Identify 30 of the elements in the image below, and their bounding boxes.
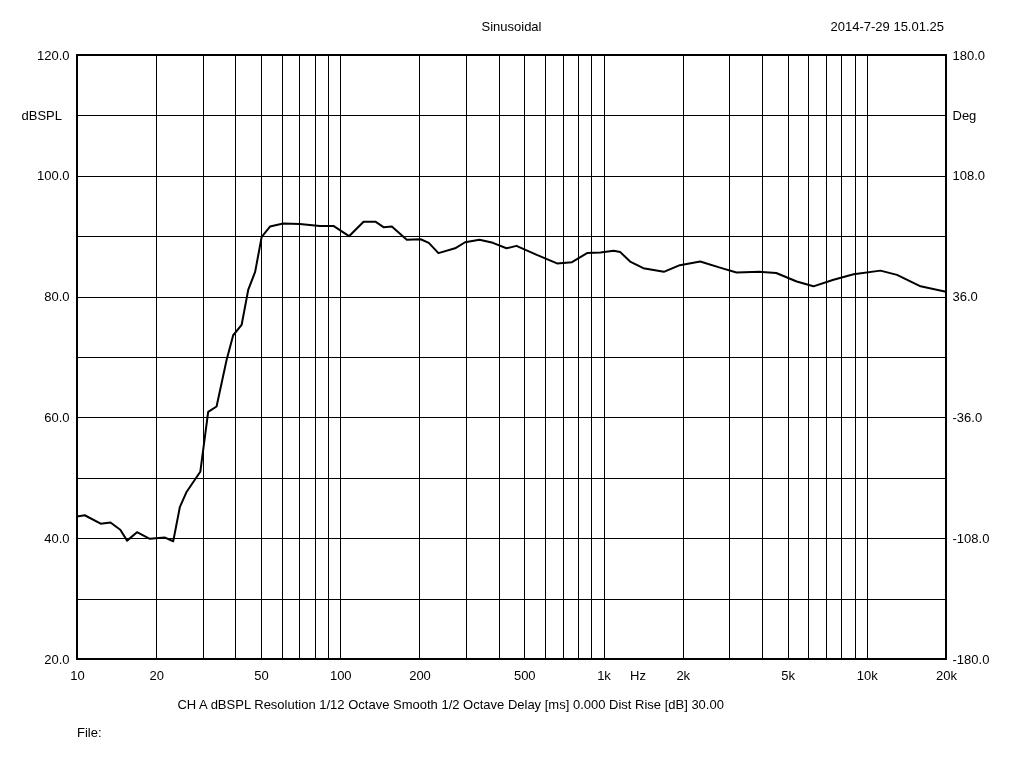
y-axis-title: dBSPL (21, 107, 62, 123)
text: CH A dBSPL Resolution 1/12 Octave Smooth 1/2 Octave Delay [ms] 0.000 Dist Rise [dB] 30.00 (177, 697, 724, 712)
text: 2014-7-29 15.01.25 (830, 19, 944, 34)
y-tick-label: 40.0 (44, 530, 70, 546)
x-tick-label: 200 (409, 667, 431, 683)
x-tick-label: 20 (149, 667, 164, 683)
y2-tick-label: 108.0 (952, 168, 986, 184)
y2-tick-label: -108.0 (952, 530, 990, 546)
y-tick-label: 120.0 (36, 47, 70, 63)
y-tick-label: 20.0 (44, 651, 70, 667)
chart-title: Sinusoidal (481, 19, 542, 34)
y2-tick-label: 36.0 (952, 289, 978, 305)
x-tick-label: 10 (70, 667, 85, 683)
y2-tick-label: 180.0 (952, 47, 986, 63)
y-tick-label: 80.0 (44, 289, 70, 305)
x-axis-title: Hz (630, 667, 646, 683)
x-tick-label: 2k (676, 667, 691, 683)
x-tick-label: 100 (329, 667, 352, 683)
x-tick-label: 20k (936, 667, 958, 683)
y-tick-label: 100.0 (36, 168, 70, 184)
y-tick-label: 60.0 (44, 409, 70, 425)
y2-tick-label: -180.0 (952, 651, 990, 667)
x-tick-label: 50 (254, 667, 269, 683)
x-tick-label: 1k (597, 667, 612, 683)
y2-axis-title: Deg (952, 107, 977, 123)
x-tick-label: 500 (513, 667, 536, 683)
text: File: (77, 725, 102, 740)
x-tick-label: 5k (781, 667, 796, 683)
x-tick-label: 10k (856, 667, 879, 683)
y2-tick-label: -36.0 (952, 409, 983, 425)
